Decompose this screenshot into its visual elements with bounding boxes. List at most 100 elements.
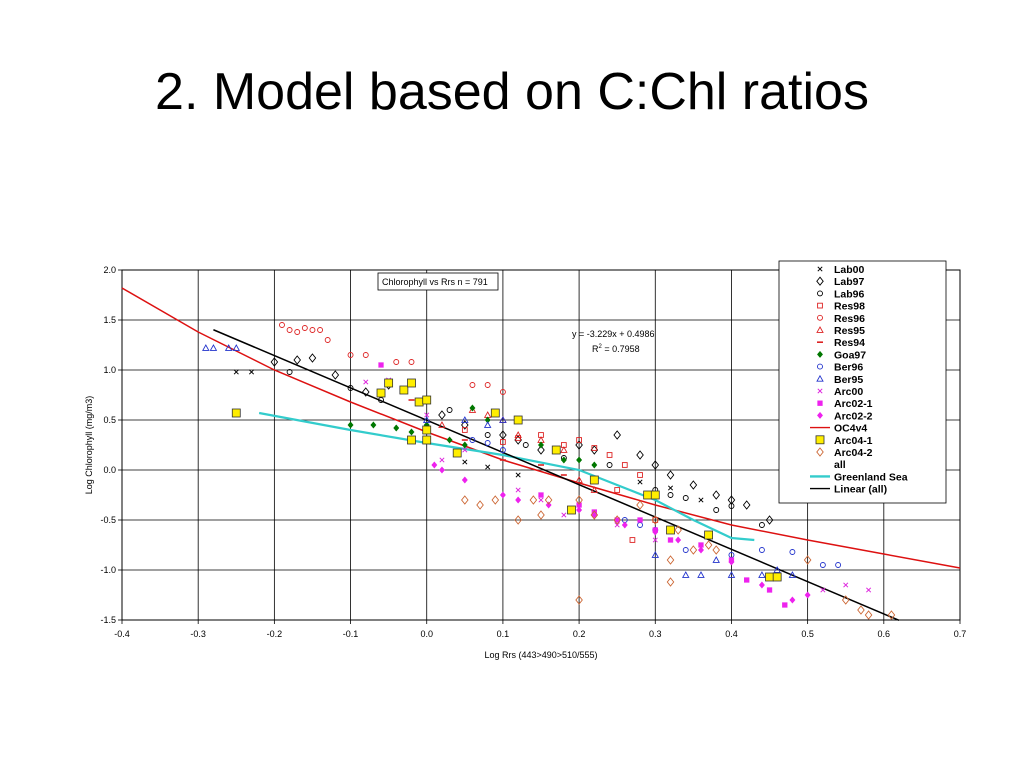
legend-label-arc02-1: Arc02-1 <box>834 398 873 410</box>
point-lab96 <box>347 385 354 391</box>
point-goa97 <box>393 424 400 432</box>
y-tick-label: 1.0 <box>103 365 116 375</box>
point-arc04-2 <box>575 595 583 605</box>
point-arc04-1 <box>407 378 416 388</box>
point-lab00 <box>667 485 674 491</box>
point-arc00 <box>843 582 849 588</box>
point-arc00 <box>866 587 872 593</box>
line-linear-all- <box>213 329 900 622</box>
legend-label-lab97: Lab97 <box>834 276 865 288</box>
point-res95 <box>438 421 446 428</box>
line-greenland-sea <box>258 411 755 542</box>
x-axis-ticks: -0.4 -0.3 -0.2 -0.1 0.0 0.1 0.2 0.3 0.4 0.5 0.6 0.7 <box>114 620 966 639</box>
point-arc04-2 <box>841 595 850 605</box>
x-tick-label: 0.2 <box>573 629 586 639</box>
point-arc04-1 <box>589 475 599 485</box>
annotation-box-text: Chlorophyll vs Rrs n = 791 <box>382 277 488 287</box>
point-arc02-2 <box>697 546 705 554</box>
point-arc02-2 <box>576 506 583 514</box>
point-res98 <box>576 437 582 443</box>
point-lab00 <box>698 497 704 503</box>
point-arc04-2 <box>544 495 553 505</box>
legend-label-res98: Res98 <box>834 301 865 313</box>
point-ber96 <box>819 562 826 568</box>
point-goa97 <box>461 441 468 449</box>
point-arc02-1 <box>766 587 773 593</box>
legend-label-ber96: Ber96 <box>834 362 863 374</box>
x-tick-label: 0.6 <box>878 629 891 639</box>
point-arc04-1 <box>490 408 500 418</box>
point-goa97 <box>347 421 354 429</box>
point-lab96 <box>378 397 384 403</box>
point-arc04-1 <box>422 425 432 435</box>
point-arc04-1 <box>231 408 241 418</box>
point-arc00 <box>652 537 658 543</box>
point-lab97 <box>461 420 469 430</box>
point-lab97 <box>765 515 774 525</box>
y-axis-label: Log Chlorophyll (mg/m3) <box>84 396 94 495</box>
point-res96 <box>279 322 285 328</box>
point-arc02-1 <box>614 517 620 523</box>
y-tick-label: 0.5 <box>103 415 116 425</box>
point-res98 <box>652 517 659 523</box>
point-arc02-1 <box>538 492 544 498</box>
point-arc04-1 <box>643 490 653 500</box>
point-arc04-2 <box>857 605 865 615</box>
point-arc04-2 <box>636 500 644 510</box>
x-tick-label: 0.7 <box>954 629 967 639</box>
legend-label-res94: Res94 <box>834 337 865 349</box>
point-ber96 <box>758 547 765 553</box>
point-arc04-2 <box>666 555 675 565</box>
point-ber95 <box>209 344 218 351</box>
point-ber95 <box>758 571 766 578</box>
point-goa97 <box>537 441 545 449</box>
point-arc00 <box>462 447 468 453</box>
point-goa97 <box>576 456 583 464</box>
point-arc04-1 <box>513 415 523 425</box>
point-arc04-1 <box>384 378 394 388</box>
point-arc00 <box>614 522 620 528</box>
point-res98 <box>614 487 621 493</box>
point-arc04-1 <box>376 388 386 398</box>
legend-marker-res95 <box>816 326 824 333</box>
point-lab97 <box>331 370 340 380</box>
point-lab97 <box>308 353 317 363</box>
point-arc02-1 <box>637 517 643 523</box>
point-arc04-2 <box>537 510 545 520</box>
point-ber95 <box>232 344 241 351</box>
point-ber95 <box>422 416 431 423</box>
point-lab97 <box>270 357 279 367</box>
point-res98 <box>515 435 521 441</box>
legend-label-lab96: Lab96 <box>834 288 865 300</box>
legend-marker-arc04-2 <box>816 447 824 457</box>
y-tick-label: 1.5 <box>103 315 116 325</box>
point-ber95 <box>712 556 720 563</box>
r-squared-value: = 0.7958 <box>602 344 640 354</box>
point-lab00 <box>233 369 239 375</box>
trend-lines <box>121 287 961 622</box>
point-arc00 <box>538 497 544 503</box>
point-arc04-2 <box>803 555 812 565</box>
point-ber96 <box>835 562 842 568</box>
point-lab96 <box>667 492 674 498</box>
x-tick-label: 0.0 <box>420 629 433 639</box>
point-arc04-2 <box>864 610 873 620</box>
point-arc04-2 <box>666 577 675 587</box>
point-arc02-2 <box>621 521 628 529</box>
point-res96 <box>309 327 316 333</box>
point-res96 <box>408 359 415 365</box>
point-arc02-2 <box>804 591 811 599</box>
point-arc04-2 <box>704 540 713 550</box>
y-tick-label: 0.0 <box>103 465 116 475</box>
point-res95 <box>575 476 583 483</box>
point-res96 <box>393 359 400 365</box>
point-goa97 <box>560 456 567 464</box>
x-tick-label: -0.4 <box>114 629 130 639</box>
y-tick-label: 2.0 <box>103 265 116 275</box>
legend-label-res95: Res95 <box>834 325 865 337</box>
point-lab00 <box>248 369 255 375</box>
legend-marker-lab96 <box>817 290 823 297</box>
point-arc02-1 <box>667 537 674 543</box>
point-arc04-1 <box>422 435 432 445</box>
